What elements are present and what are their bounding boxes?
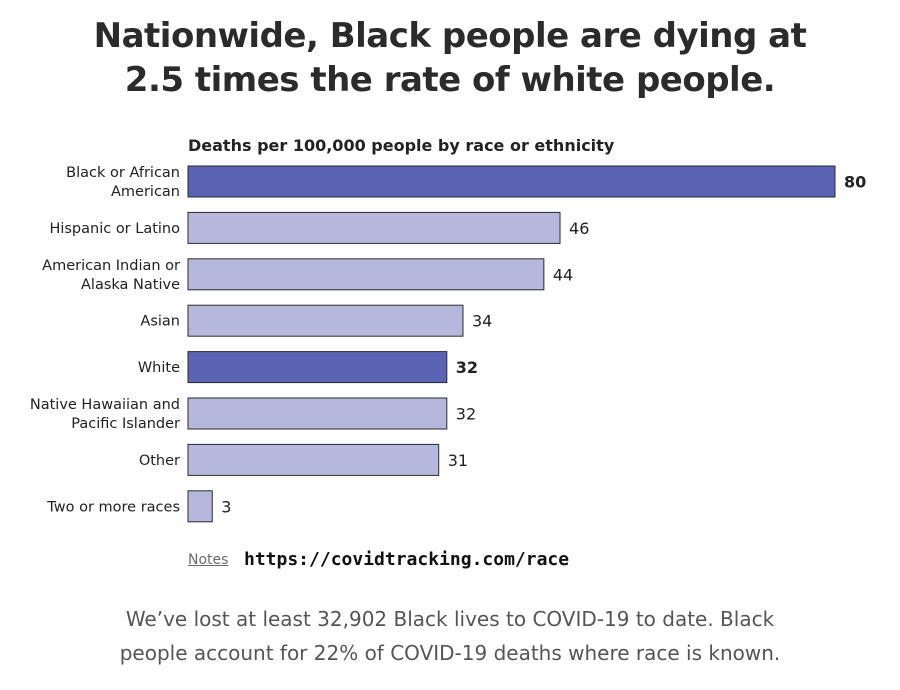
bar-group: 3 Two or more races xyxy=(46,490,231,523)
data-label: 31 xyxy=(448,451,468,470)
bar xyxy=(187,211,561,244)
bar xyxy=(187,165,836,198)
category-label: American xyxy=(111,184,180,200)
category-label: Hispanic or Latino xyxy=(49,221,180,237)
data-label: 34 xyxy=(472,312,492,331)
footer-line-1: We’ve lost at least 32,902 Black lives t… xyxy=(125,607,775,631)
bar-group: 32 White xyxy=(138,351,478,384)
source-url: https://covidtracking.com/race xyxy=(244,549,570,570)
category-label: Native Hawaiian and xyxy=(30,397,180,413)
notes-link[interactable]: Notes xyxy=(188,552,229,568)
data-label: 3 xyxy=(221,497,231,516)
bar-group: 46 Hispanic or Latino xyxy=(49,211,589,244)
bar-group: 32 Native Hawaiian and Pacific Islander xyxy=(30,397,476,432)
bar-group: 31 Other xyxy=(139,443,468,476)
page-title-line-2: 2.5 times the rate of white people. xyxy=(124,60,776,100)
category-label: Other xyxy=(139,453,180,469)
data-label: 44 xyxy=(553,265,573,284)
category-label: White xyxy=(138,360,180,376)
category-label: Two or more races xyxy=(46,499,180,515)
bar xyxy=(187,258,545,291)
footer-line-2: people account for 22% of COVID-19 death… xyxy=(119,641,781,665)
category-label: Pacific Islander xyxy=(71,416,180,432)
category-label: Alaska Native xyxy=(81,277,180,293)
chart-title: Deaths per 100,000 people by race or eth… xyxy=(188,136,615,155)
bar-group: 80 Black or African American xyxy=(66,165,866,200)
page-title: Nationwide, Black people are dying at 2.… xyxy=(0,14,900,102)
bar xyxy=(187,304,464,337)
bar-group: 44 American Indian or Alaska Native xyxy=(42,258,573,293)
footer-text: We’ve lost at least 32,902 Black lives t… xyxy=(0,602,900,670)
category-label: Asian xyxy=(140,314,180,330)
category-label: American Indian or xyxy=(42,258,180,274)
page-title-line-1: Nationwide, Black people are dying at xyxy=(93,16,807,56)
data-label: 32 xyxy=(456,405,476,424)
bar xyxy=(187,351,448,384)
data-label: 32 xyxy=(456,358,478,377)
bar xyxy=(187,397,448,430)
data-label: 80 xyxy=(844,173,866,192)
category-label: Black or African xyxy=(66,165,180,181)
bar-group: 34 Asian xyxy=(140,304,492,337)
data-label: 46 xyxy=(569,219,589,238)
bar xyxy=(187,443,440,476)
bar xyxy=(187,490,213,523)
